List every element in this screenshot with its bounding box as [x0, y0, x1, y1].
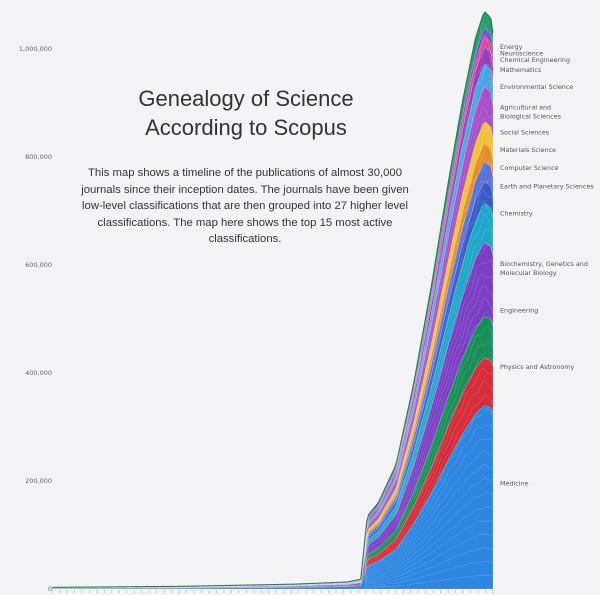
- strand-line: [364, 64, 494, 546]
- stack-outline: [51, 11, 494, 588]
- legend-label: Agricultural and: [500, 104, 551, 112]
- strand-line: [364, 367, 494, 571]
- strand-line: [364, 161, 494, 554]
- strand-line: [364, 80, 494, 547]
- chart-description: This map shows a timeline of the publica…: [81, 167, 409, 245]
- legend-label: Computer Science: [500, 164, 559, 172]
- strand-line: [364, 464, 494, 579]
- strand-line: [364, 311, 494, 567]
- y-tick-label: 600,000: [25, 261, 52, 269]
- strand-line: [364, 22, 494, 543]
- strand-line: [364, 560, 494, 587]
- strand-line: [364, 451, 494, 578]
- legend-label: Environmental Science: [500, 83, 573, 91]
- strand-line: [364, 356, 494, 570]
- strand-line: [364, 284, 494, 565]
- strand-line: [364, 243, 494, 561]
- legend-label: Biochemistry, Genetics and: [500, 260, 588, 268]
- y-tick-label: 1,000,000: [19, 45, 52, 53]
- strand-line: [364, 574, 494, 589]
- y-tick-label: 200,000: [25, 477, 52, 485]
- strand-line: [364, 326, 494, 568]
- y-axis: 0 200,000 400,000 600,000 800,000 1,000,000: [19, 45, 494, 593]
- strand-line: [364, 273, 494, 563]
- y-tick-label: 400,000: [25, 369, 52, 377]
- strand-line: [364, 506, 494, 583]
- legend-label: Social Sciences: [500, 128, 550, 136]
- strand-line: [364, 477, 494, 581]
- strand-line: [364, 146, 494, 553]
- area-series-computer-science: [51, 161, 494, 589]
- legend-label: Neuroscience: [500, 50, 543, 58]
- legend-label: Mathematics: [500, 66, 542, 74]
- strand-line: [364, 96, 494, 548]
- legend-label: Chemistry: [500, 209, 533, 217]
- strand-line: [364, 438, 494, 577]
- area-series-physics-and-astronomy: [51, 358, 494, 589]
- journal-strands: [364, 22, 494, 589]
- y-tick-label: 800,000: [25, 153, 52, 161]
- strand-line: [364, 409, 494, 575]
- legend-label: Earth and Planetary Sciences: [500, 182, 594, 190]
- strand-line: [364, 341, 494, 569]
- strand-line: [364, 130, 494, 552]
- strand-line: [364, 32, 494, 544]
- strand-line: [364, 491, 494, 582]
- strand-line: [364, 228, 494, 560]
- strand-line: [364, 177, 494, 555]
- chart-title: Genealogy of Science According to Scopus: [86, 84, 406, 142]
- strand-line: [364, 296, 494, 566]
- legend-label: Molecular Biology: [500, 269, 557, 277]
- legend-label: Physics and Astronomy: [500, 363, 575, 371]
- strand-line: [364, 47, 494, 545]
- strand-line: [364, 189, 494, 556]
- chart-title-line-1: Genealogy of Science: [138, 86, 354, 111]
- y-tick-label: 0: [48, 585, 52, 593]
- chart-title-line-2: According to Scopus: [145, 115, 347, 140]
- strand-line: [364, 423, 494, 576]
- strand-line: [364, 201, 494, 558]
- stacked-area-plot: [51, 11, 494, 590]
- strand-line: [364, 259, 494, 562]
- area-series-medicine: [51, 405, 494, 590]
- legend-label: Biological Sciences: [500, 113, 562, 121]
- legend-label: Energy: [500, 43, 523, 51]
- strand-line: [364, 380, 494, 573]
- legend-label: Engineering: [500, 307, 538, 315]
- legend-label: Chemical Engineering: [500, 56, 570, 64]
- strand-line: [364, 520, 494, 584]
- strand-line: [364, 106, 494, 550]
- legend-label: Medicine: [500, 479, 529, 487]
- legend-label: Materials Science: [500, 146, 556, 154]
- strand-line: [364, 117, 494, 551]
- strand-line: [364, 394, 494, 574]
- strand-line: [364, 547, 494, 586]
- area-series-biochemistry-genetics-and-molecular-biology: [51, 242, 494, 589]
- strand-line: [364, 213, 494, 559]
- strand-line: [364, 533, 494, 585]
